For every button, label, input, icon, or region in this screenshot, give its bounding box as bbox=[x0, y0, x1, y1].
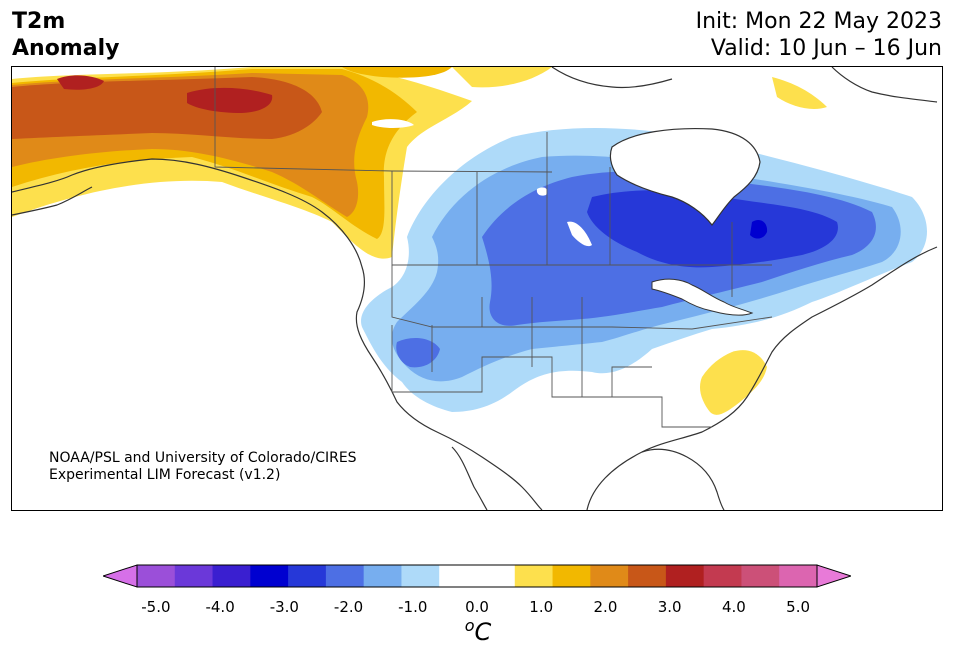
colorbar-tick-label: 3.0 bbox=[657, 598, 682, 616]
colorbar-cell bbox=[628, 565, 667, 587]
colorbar-cell bbox=[439, 565, 478, 587]
colorbar-cell bbox=[401, 565, 440, 587]
great-lakes bbox=[651, 278, 754, 316]
unit-label: oC bbox=[465, 616, 492, 646]
colorbar-tick-label: 1.0 bbox=[529, 598, 554, 616]
colorbar-cell bbox=[514, 565, 554, 587]
warm-region-top-2 bbox=[452, 67, 552, 88]
init-date: Init: Mon 22 May 2023 bbox=[695, 9, 942, 34]
warm-region-top-3 bbox=[772, 77, 827, 109]
colorbar-tick-label: -2.0 bbox=[333, 598, 364, 616]
colorbar-cell bbox=[703, 565, 742, 587]
colorbar-cell bbox=[363, 565, 402, 587]
colorbar-cell bbox=[212, 565, 251, 587]
colorbar-tick-label: 4.0 bbox=[721, 598, 746, 616]
colorbar-cell bbox=[779, 565, 818, 587]
colorbar-tick-label: -4.0 bbox=[205, 598, 235, 616]
colorbar-cell bbox=[288, 565, 327, 587]
coastlines bbox=[12, 67, 938, 510]
credit-line-1: NOAA/PSL and University of Colorado/CIRE… bbox=[49, 450, 357, 466]
colorbar-min-extend bbox=[103, 564, 138, 588]
colorbar-cell bbox=[741, 565, 780, 587]
unit-text: oC bbox=[464, 616, 492, 646]
cold-region-3b bbox=[396, 337, 440, 368]
map-title: T2m Anomaly bbox=[12, 8, 119, 62]
colorbar-cell bbox=[477, 565, 516, 587]
colorbar-cell bbox=[665, 565, 705, 587]
anomaly-map[interactable]: NOAA/PSL and University of Colorado/CIRE… bbox=[11, 66, 943, 511]
colorbar-cell bbox=[174, 565, 214, 587]
cold-region-5 bbox=[750, 220, 768, 239]
cold-region-4 bbox=[587, 190, 838, 268]
colorbar-tick-label: 0.0 bbox=[465, 598, 489, 616]
colorbar bbox=[103, 564, 851, 588]
valid-date: Valid: 10 Jun – 16 Jun bbox=[710, 36, 942, 61]
credit-line-2: Experimental LIM Forecast (v1.2) bbox=[49, 467, 281, 483]
forecast-dates: Init: Mon 22 May 2023 Valid: 10 Jun – 16… bbox=[696, 8, 942, 62]
colorbar-cell bbox=[250, 565, 289, 587]
hudson-bay bbox=[609, 128, 761, 226]
colorbar-tick-label: -5.0 bbox=[141, 598, 171, 616]
map-credit: NOAA/PSL and University of Colorado/CIRE… bbox=[49, 450, 357, 484]
colorbar-cell bbox=[552, 565, 591, 587]
warm-region-southeast bbox=[699, 350, 767, 415]
colorbar-cell bbox=[137, 565, 176, 587]
colorbar-tick-label: -1.0 bbox=[398, 598, 428, 616]
colorbar-cells bbox=[137, 565, 818, 587]
colorbar-tick-label: 5.0 bbox=[786, 598, 811, 616]
colorbar-max-extend bbox=[816, 564, 851, 588]
warm-region-top bbox=[342, 67, 452, 78]
colorbar-cell bbox=[325, 565, 365, 587]
colorbar-cell bbox=[590, 565, 629, 587]
political-borders bbox=[214, 67, 773, 428]
title-line-1: T2m bbox=[12, 9, 66, 34]
map-canvas bbox=[12, 67, 938, 510]
title-line-2: Anomaly bbox=[12, 36, 120, 61]
warm-region-5 bbox=[57, 75, 273, 113]
colorbar-outline bbox=[136, 564, 818, 588]
colorbar-tick-label: 2.0 bbox=[593, 598, 618, 616]
warm-region-4 bbox=[12, 77, 322, 139]
colorbar-tick-label: -3.0 bbox=[269, 598, 299, 616]
